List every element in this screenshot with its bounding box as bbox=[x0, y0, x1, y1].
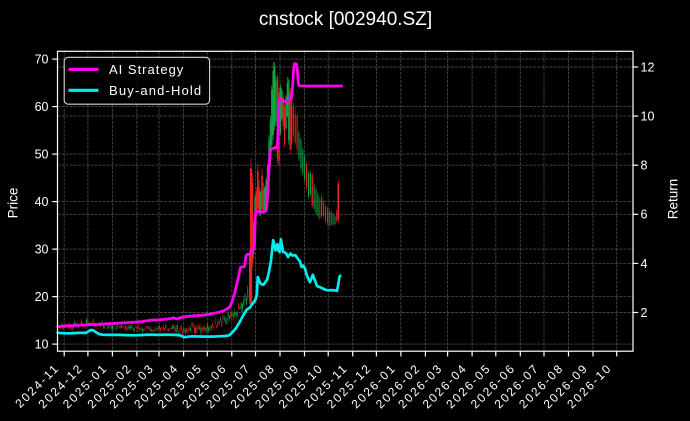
svg-text:Price: Price bbox=[6, 188, 21, 219]
svg-text:70: 70 bbox=[35, 53, 49, 67]
svg-text:Return: Return bbox=[666, 179, 681, 220]
svg-text:4: 4 bbox=[641, 257, 648, 271]
svg-text:2: 2 bbox=[641, 306, 648, 320]
svg-text:12: 12 bbox=[641, 60, 655, 74]
svg-text:20: 20 bbox=[35, 290, 49, 304]
svg-text:60: 60 bbox=[35, 100, 49, 114]
svg-text:30: 30 bbox=[35, 243, 49, 257]
svg-text:10: 10 bbox=[35, 338, 49, 352]
svg-text:AI Strategy: AI Strategy bbox=[109, 62, 184, 77]
svg-text:6: 6 bbox=[641, 208, 648, 222]
svg-text:10: 10 bbox=[641, 110, 655, 124]
svg-text:50: 50 bbox=[35, 148, 49, 162]
svg-text:Buy-and-Hold: Buy-and-Hold bbox=[109, 83, 202, 98]
svg-text:40: 40 bbox=[35, 195, 49, 209]
svg-text:cnstock [002940.SZ]: cnstock [002940.SZ] bbox=[259, 9, 432, 30]
svg-text:8: 8 bbox=[641, 159, 648, 173]
